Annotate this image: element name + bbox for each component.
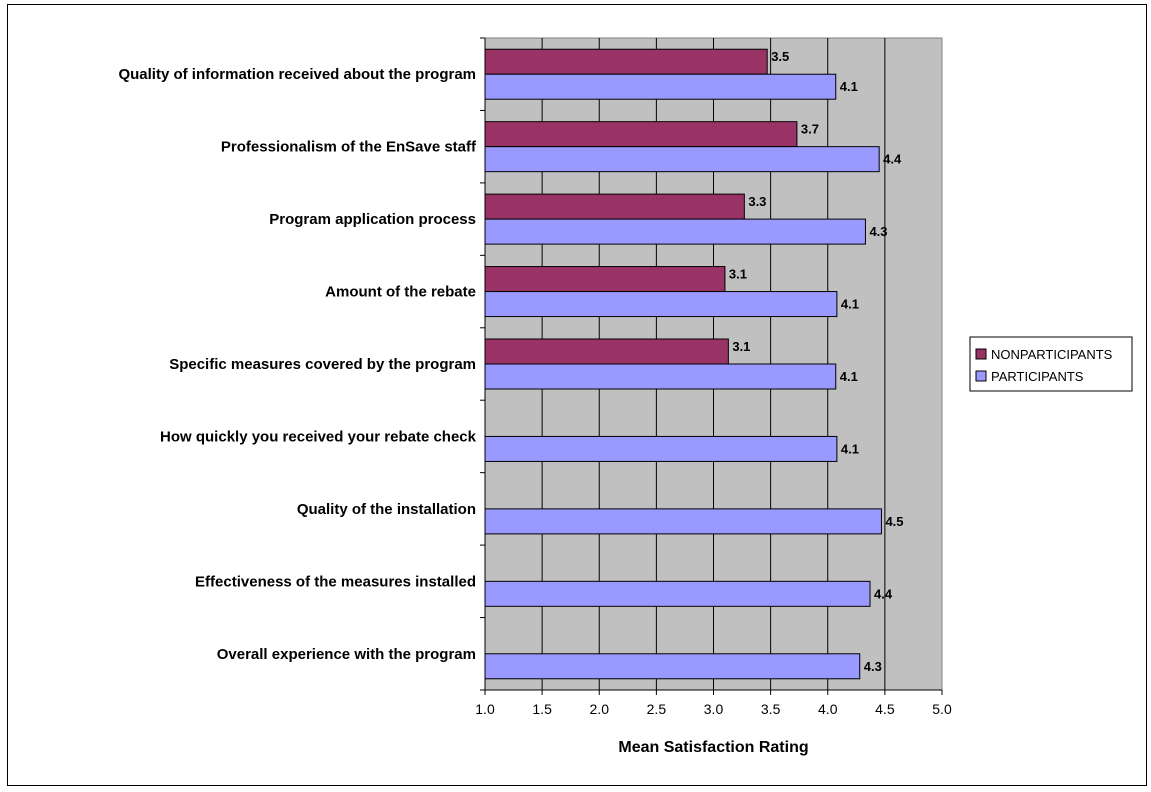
category-label: Amount of the rebate [325, 284, 476, 301]
x-tick-label: 1.0 [475, 701, 495, 717]
category-label: Professionalism of the EnSave staff [221, 139, 477, 156]
x-tick-label: 3.0 [704, 701, 724, 717]
bar-nonparticipants [484, 48, 768, 75]
category-label: Quality of the installation [297, 501, 476, 518]
legend-box [969, 336, 1133, 392]
x-tick-label: 1.5 [532, 701, 552, 717]
legend-swatch-participants [975, 370, 987, 382]
category-label: Quality of information received about th… [118, 66, 476, 83]
data-label: 4.5 [885, 514, 903, 529]
bar-participants [484, 653, 861, 680]
x-tick-label: 3.5 [761, 701, 781, 717]
data-label: 4.1 [840, 369, 858, 384]
category-label: Specific measures covered by the program [169, 356, 476, 373]
data-label: 4.3 [869, 224, 887, 239]
bar-participants [484, 435, 838, 462]
bar-nonparticipants [484, 121, 798, 148]
data-label: 4.4 [883, 152, 902, 167]
data-label: 3.3 [748, 194, 766, 209]
category-label: How quickly you received your rebate che… [160, 428, 477, 445]
bar-participants [484, 218, 866, 245]
x-tick-label: 2.5 [647, 701, 667, 717]
data-label: 3.7 [801, 122, 819, 137]
x-tick-label: 4.5 [875, 701, 895, 717]
data-label: 3.5 [771, 49, 789, 64]
x-axis-title: Mean Satisfaction Rating [618, 739, 808, 756]
x-tick-label: 5.0 [932, 701, 952, 717]
legend-label: PARTICIPANTS [991, 369, 1084, 384]
data-label: 4.1 [841, 297, 859, 312]
bar-nonparticipants [484, 266, 726, 293]
chart-frame: 1.0 1.5 2.0 2.5 3.0 3.5 4.0 4.5 5.0 Mean Satisfac… [7, 4, 1147, 786]
x-tick-label: 4.0 [818, 701, 838, 717]
bar-participants [484, 73, 837, 100]
bar-participants [484, 291, 838, 318]
data-label: 4.1 [840, 79, 858, 94]
legend-label: NONPARTICIPANTS [991, 347, 1113, 362]
bar-nonparticipants [484, 338, 729, 365]
bar-participants [484, 580, 871, 607]
category-label: Program application process [269, 211, 476, 228]
category-label: Effectiveness of the measures installed [195, 573, 476, 590]
data-label: 4.4 [874, 586, 893, 601]
bar-nonparticipants [484, 193, 745, 220]
data-label: 4.3 [864, 659, 882, 674]
x-tick-label: 2.0 [590, 701, 610, 717]
bar-participants [484, 363, 837, 390]
chart-svg: 1.0 1.5 2.0 2.5 3.0 3.5 4.0 4.5 5.0 Mean Satisfac… [118, 37, 1133, 756]
data-label: 3.1 [732, 339, 750, 354]
data-label: 4.1 [841, 441, 859, 456]
legend-swatch-nonparticipants [975, 348, 987, 360]
data-label: 3.1 [729, 267, 747, 282]
category-label: Overall experience with the program [217, 646, 476, 663]
bar-participants [484, 508, 882, 535]
bar-participants [484, 146, 880, 173]
